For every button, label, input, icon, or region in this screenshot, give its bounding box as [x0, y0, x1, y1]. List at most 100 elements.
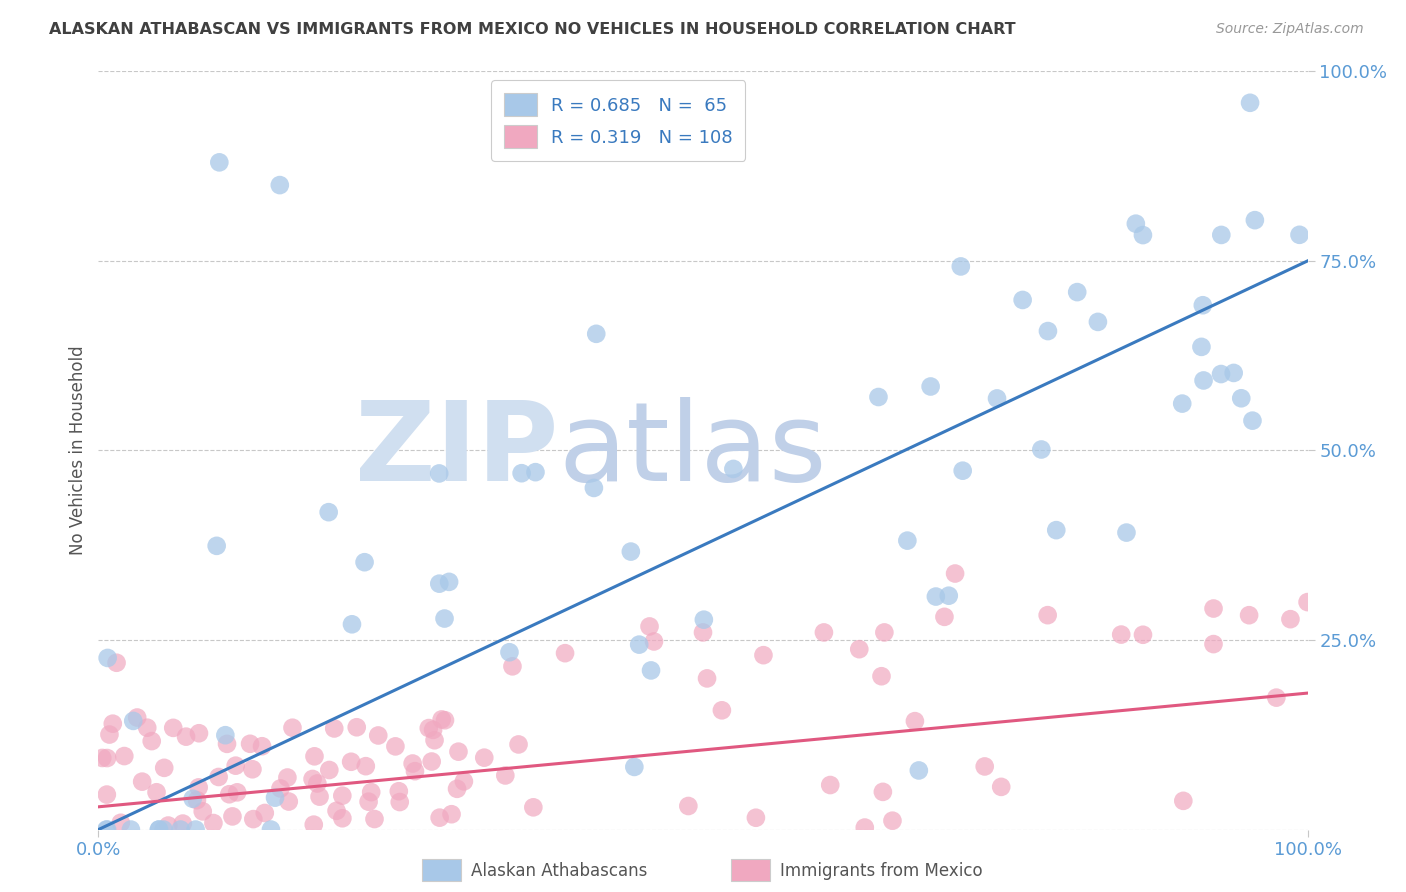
Point: [1011, 293, 1033, 307]
Point: [868, 390, 890, 404]
Point: [188, 726, 211, 740]
Point: [1191, 298, 1213, 312]
Point: [453, 774, 475, 789]
Point: [304, 749, 326, 764]
Point: [148, 822, 170, 837]
Point: [152, 822, 174, 837]
Point: [501, 659, 523, 673]
Point: [153, 761, 176, 775]
Point: [96, 822, 118, 837]
Point: [269, 178, 291, 193]
Point: [307, 776, 329, 790]
Point: [973, 759, 995, 773]
Point: [873, 625, 896, 640]
Point: [323, 722, 346, 736]
Point: [1288, 227, 1310, 242]
Point: [427, 467, 450, 481]
Point: [131, 774, 153, 789]
Point: [640, 664, 662, 678]
Text: Alaskan Athabascans: Alaskan Athabascans: [471, 862, 647, 880]
Point: [239, 737, 262, 751]
Point: [872, 785, 894, 799]
Point: [218, 787, 240, 801]
Point: [422, 723, 444, 737]
Point: [882, 814, 904, 828]
Point: [696, 672, 718, 686]
Point: [202, 816, 225, 830]
Point: [205, 539, 228, 553]
Point: [1036, 608, 1059, 623]
Point: [332, 811, 354, 825]
Point: [242, 762, 264, 776]
Point: [925, 590, 948, 604]
Point: [949, 260, 972, 274]
Point: [1066, 285, 1088, 299]
Point: [643, 634, 665, 648]
Point: [1202, 637, 1225, 651]
Point: [98, 727, 121, 741]
Point: [437, 574, 460, 589]
Point: [623, 760, 645, 774]
Point: [752, 648, 775, 662]
Point: [1202, 601, 1225, 615]
Point: [1296, 595, 1319, 609]
Point: [260, 822, 283, 837]
Point: [225, 758, 247, 772]
Point: [1132, 228, 1154, 243]
Point: [920, 379, 942, 393]
Point: [97, 651, 120, 665]
Point: [340, 617, 363, 632]
Point: [427, 576, 450, 591]
Point: [187, 780, 209, 795]
Point: [302, 817, 325, 831]
Point: [494, 768, 516, 782]
Point: [363, 812, 385, 826]
Point: [346, 720, 368, 734]
Point: [301, 772, 323, 786]
Point: [508, 738, 530, 752]
Point: [1115, 525, 1137, 540]
Point: [1109, 627, 1132, 641]
Point: [1230, 391, 1253, 405]
Point: [818, 778, 841, 792]
Point: [308, 789, 330, 804]
Point: [524, 465, 547, 479]
Point: [357, 795, 380, 809]
Point: [127, 710, 149, 724]
Point: [723, 462, 745, 476]
Text: Source: ZipAtlas.com: Source: ZipAtlas.com: [1216, 22, 1364, 37]
Point: [215, 737, 238, 751]
Point: [340, 755, 363, 769]
Point: [1173, 794, 1195, 808]
Point: [429, 811, 451, 825]
Point: [184, 822, 207, 837]
Point: [145, 785, 167, 799]
Point: [276, 771, 298, 785]
Point: [1237, 608, 1260, 623]
Point: [264, 790, 287, 805]
Point: [1192, 374, 1215, 388]
Point: [908, 764, 931, 778]
Point: [510, 466, 533, 480]
Point: [318, 505, 340, 519]
Point: [1045, 523, 1067, 537]
Point: [172, 816, 194, 830]
Point: [1222, 366, 1244, 380]
Point: [242, 812, 264, 826]
Point: [354, 759, 377, 773]
Point: [162, 721, 184, 735]
Point: [148, 822, 170, 837]
Point: [401, 756, 423, 771]
Point: [870, 669, 893, 683]
Point: [325, 804, 347, 818]
Point: [710, 703, 733, 717]
Point: [990, 780, 1012, 794]
Point: [498, 645, 520, 659]
Point: [96, 822, 118, 837]
Point: [384, 739, 406, 754]
Point: [620, 544, 643, 558]
Point: [472, 750, 495, 764]
Point: [207, 770, 229, 784]
Point: [1244, 213, 1267, 227]
Point: [848, 642, 870, 657]
